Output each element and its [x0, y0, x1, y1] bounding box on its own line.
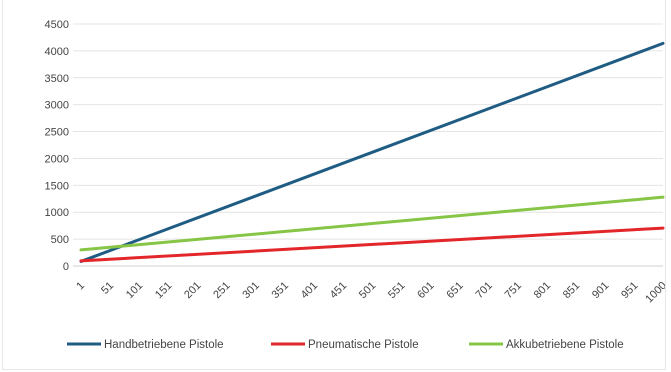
x-tick-label: 401 [299, 280, 320, 301]
x-tick-label: 451 [328, 280, 349, 301]
y-tick-label: 0 [63, 261, 69, 273]
legend-label-2: Akkubetriebene Pistole [506, 339, 624, 351]
x-tick-label: 601 [415, 280, 436, 301]
y-tick-label: 3000 [45, 100, 69, 112]
x-tick-label: 101 [124, 280, 145, 301]
x-tick-label: 51 [99, 280, 116, 297]
x-tick-label: 251 [211, 280, 232, 301]
x-tick-label: 801 [532, 280, 553, 301]
y-tick-label: 4000 [45, 46, 69, 58]
x-tick-label: 1 [74, 280, 87, 293]
x-tick-label: 751 [503, 280, 524, 301]
y-axis-tick-labels: 0 500 1000 1500 2000 2500 3000 3500 4000 4500 [45, 19, 69, 273]
y-tick-label: 1000 [45, 207, 69, 219]
series-line-0 [79, 41, 665, 263]
gridlines [73, 23, 663, 240]
x-tick-label: 551 [386, 280, 407, 301]
x-tick-label: 701 [473, 280, 494, 301]
series-line-2 [79, 195, 665, 252]
x-axis-tick-labels: 1 51 101 151 201 251 301 351 401 451 501 551 601 651 7… [74, 280, 665, 306]
x-tick-label: 351 [270, 280, 291, 301]
x-tick-label: 901 [590, 280, 611, 301]
x-tick-label: 301 [240, 280, 261, 301]
y-tick-label: 2500 [45, 127, 69, 139]
y-tick-label: 500 [51, 234, 69, 246]
x-tick-label: 501 [357, 280, 378, 301]
legend-label-0: Handbetriebene Pistole [104, 339, 224, 351]
x-tick-label: 1000 [643, 280, 665, 306]
x-tick-label: 951 [619, 280, 640, 301]
x-tick-label: 651 [444, 280, 465, 301]
x-tick-label: 851 [561, 280, 582, 301]
legend-label-1: Pneumatische Pistole [308, 339, 419, 351]
legend: Handbetriebene Pistole Pneumatische Pisto… [67, 339, 624, 351]
series-lines [79, 41, 665, 263]
x-tick-label: 151 [153, 280, 174, 301]
y-tick-label: 3500 [45, 73, 69, 85]
y-tick-label: 1500 [45, 180, 69, 192]
y-tick-label: 4500 [45, 19, 69, 31]
series-line-1 [79, 226, 665, 263]
x-tick-label: 201 [182, 280, 203, 301]
y-tick-label: 2000 [45, 153, 69, 165]
